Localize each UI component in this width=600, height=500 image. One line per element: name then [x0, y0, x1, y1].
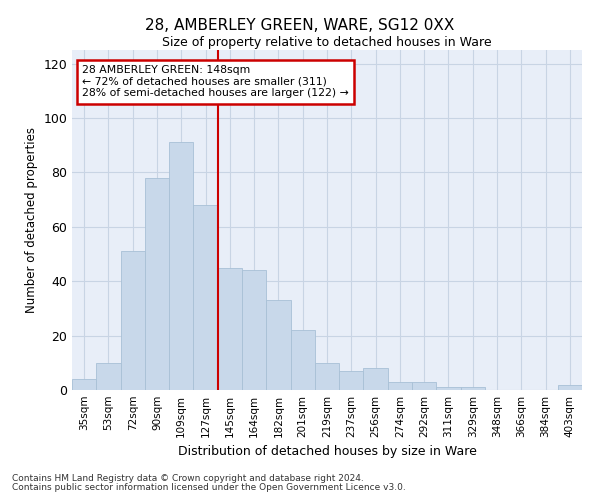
Bar: [193, 205, 218, 390]
Bar: [290, 330, 315, 390]
Bar: [412, 382, 436, 390]
Bar: [266, 300, 290, 390]
Bar: [169, 142, 193, 390]
Bar: [558, 384, 582, 390]
Title: Size of property relative to detached houses in Ware: Size of property relative to detached ho…: [162, 36, 492, 49]
Text: 28 AMBERLEY GREEN: 148sqm
← 72% of detached houses are smaller (311)
28% of semi: 28 AMBERLEY GREEN: 148sqm ← 72% of detac…: [82, 66, 349, 98]
Text: 28, AMBERLEY GREEN, WARE, SG12 0XX: 28, AMBERLEY GREEN, WARE, SG12 0XX: [145, 18, 455, 32]
Bar: [461, 388, 485, 390]
Bar: [72, 379, 96, 390]
Bar: [145, 178, 169, 390]
Bar: [315, 363, 339, 390]
Bar: [121, 252, 145, 390]
Y-axis label: Number of detached properties: Number of detached properties: [25, 127, 38, 313]
X-axis label: Distribution of detached houses by size in Ware: Distribution of detached houses by size …: [178, 446, 476, 458]
Bar: [339, 371, 364, 390]
Text: Contains public sector information licensed under the Open Government Licence v3: Contains public sector information licen…: [12, 483, 406, 492]
Bar: [364, 368, 388, 390]
Text: Contains HM Land Registry data © Crown copyright and database right 2024.: Contains HM Land Registry data © Crown c…: [12, 474, 364, 483]
Bar: [96, 363, 121, 390]
Bar: [242, 270, 266, 390]
Bar: [218, 268, 242, 390]
Bar: [388, 382, 412, 390]
Bar: [436, 388, 461, 390]
